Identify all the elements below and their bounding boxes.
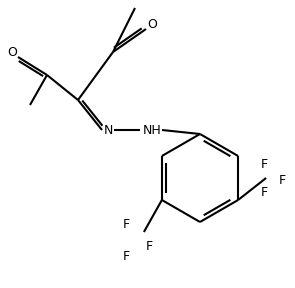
Text: F: F — [260, 187, 268, 200]
Text: F: F — [145, 240, 153, 253]
Text: N: N — [103, 124, 113, 137]
Text: O: O — [7, 46, 17, 58]
Text: NH: NH — [142, 124, 161, 137]
Text: F: F — [122, 217, 130, 230]
Text: O: O — [147, 18, 157, 31]
Text: F: F — [260, 158, 268, 171]
Text: F: F — [279, 173, 286, 187]
Text: F: F — [122, 251, 130, 264]
